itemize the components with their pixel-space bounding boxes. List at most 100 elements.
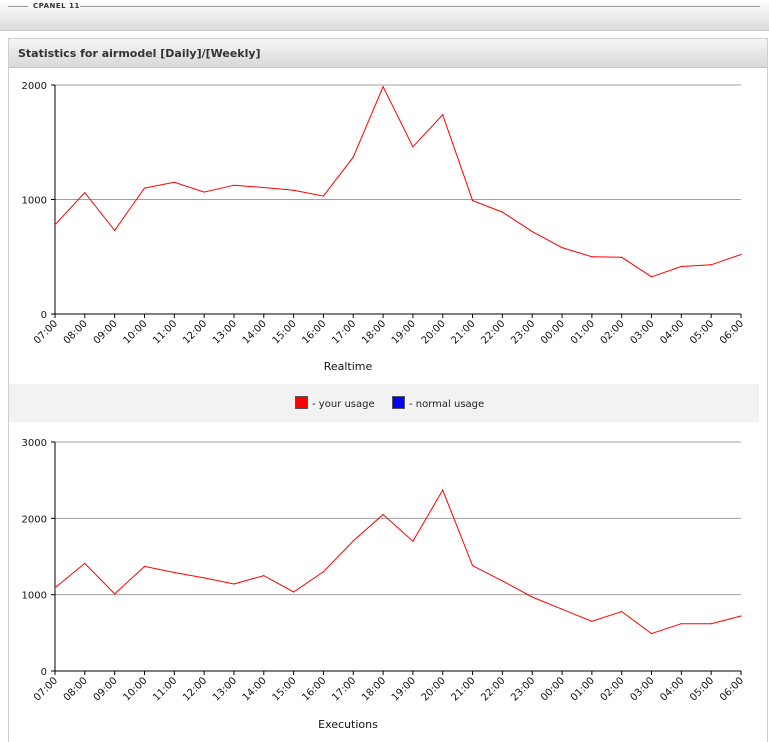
data-point — [561, 608, 563, 610]
x-tick-label: 15:00 — [271, 318, 299, 346]
x-tick-label: 21:00 — [450, 675, 478, 703]
data-point — [382, 86, 384, 88]
x-tick-label: 07:00 — [32, 675, 60, 703]
data-point — [203, 191, 205, 193]
x-tick-label: 04:00 — [658, 318, 686, 346]
brand-rule-left — [8, 6, 28, 7]
x-axis-label: Realtime — [324, 360, 373, 373]
data-point — [531, 596, 533, 598]
data-point — [143, 187, 146, 189]
data-point — [54, 587, 56, 589]
data-point — [143, 565, 146, 568]
data-point — [412, 540, 414, 542]
x-tick-label: 07:00 — [32, 318, 60, 346]
legend-item-normal-usage: - normal usage — [392, 396, 484, 410]
data-point — [501, 580, 503, 582]
y-tick-label: 1000 — [22, 591, 47, 602]
data-point — [233, 184, 235, 186]
x-tick-label: 13:00 — [211, 675, 239, 703]
x-tick-label: 20:00 — [420, 318, 448, 346]
x-tick-label: 11:00 — [151, 318, 179, 346]
data-point — [382, 513, 384, 516]
data-point — [621, 610, 623, 613]
data-point — [710, 264, 712, 266]
y-tick-label: 2000 — [22, 514, 47, 525]
x-tick-label: 21:00 — [450, 318, 478, 346]
x-tick-label: 22:00 — [479, 318, 507, 346]
x-tick-label: 23:00 — [509, 318, 537, 346]
data-point — [680, 265, 682, 268]
data-point — [471, 565, 474, 567]
x-tick-label: 16:00 — [300, 318, 328, 346]
x-tick-label: 16:00 — [300, 675, 328, 703]
x-tick-label: 08:00 — [62, 675, 90, 703]
data-point — [322, 195, 325, 197]
data-point — [114, 593, 116, 595]
x-tick-label: 18:00 — [360, 318, 388, 346]
data-point — [650, 632, 653, 635]
y-tick-label: 1000 — [22, 196, 47, 207]
data-point — [114, 229, 116, 232]
x-tick-label: 13:00 — [211, 318, 239, 346]
series-line — [54, 488, 742, 635]
data-point — [203, 577, 205, 579]
data-point — [54, 224, 56, 226]
y-tick-label: 2000 — [22, 81, 47, 92]
x-axis-label: Executions — [318, 718, 378, 731]
y-tick-label: 0 — [41, 667, 47, 678]
top-bar: CPANEL 11 — [0, 0, 769, 31]
data-point — [233, 583, 235, 585]
data-point — [531, 230, 533, 233]
panel-title: Statistics for airmodel [Daily]/[Weekly] — [18, 47, 261, 60]
x-tick-label: 14:00 — [241, 675, 269, 703]
x-tick-label: 01:00 — [569, 318, 597, 346]
brand-rule-right — [80, 6, 760, 7]
x-tick-label: 12:00 — [181, 318, 209, 346]
x-tick-label: 19:00 — [390, 318, 418, 346]
data-point — [84, 562, 86, 564]
x-tick-label: 00:00 — [539, 675, 567, 703]
data-point — [621, 256, 623, 258]
legend-item-your-usage: - your usage — [295, 396, 375, 410]
x-tick-label: 15:00 — [271, 675, 299, 703]
data-point — [293, 189, 295, 191]
data-point — [740, 615, 742, 617]
data-point — [471, 200, 474, 202]
x-tick-label: 17:00 — [330, 318, 358, 346]
data-point — [293, 591, 295, 593]
x-tick-label: 09:00 — [92, 318, 120, 346]
x-tick-label: 10:00 — [121, 318, 149, 346]
data-point — [173, 571, 175, 574]
x-tick-label: 05:00 — [688, 675, 716, 703]
data-point — [84, 192, 86, 194]
data-point — [740, 253, 742, 256]
data-point — [352, 540, 354, 542]
data-point — [650, 276, 653, 278]
data-point — [591, 620, 593, 622]
legend-swatch-normal-usage — [392, 396, 405, 409]
x-tick-label: 04:00 — [658, 675, 686, 703]
x-tick-label: 00:00 — [539, 318, 567, 346]
data-point — [442, 489, 444, 491]
data-point — [501, 211, 503, 213]
x-tick-label: 08:00 — [62, 318, 90, 346]
x-tick-label: 02:00 — [599, 675, 627, 703]
x-tick-label: 10:00 — [121, 675, 149, 703]
x-tick-label: 19:00 — [390, 675, 418, 703]
executions-chart: 0 1000 2000 3000 07:00 08:00 09:00 10:00 11:00 12… — [22, 438, 747, 731]
x-tick-label: 01:00 — [569, 675, 597, 703]
x-tick-label: 05:00 — [688, 318, 716, 346]
x-tick-label: 14:00 — [241, 318, 269, 346]
x-tick-label: 06:00 — [718, 318, 746, 346]
y-tick-label: 3000 — [22, 438, 47, 449]
x-tick-label: 09:00 — [92, 675, 120, 703]
x-tick-label: 02:00 — [599, 318, 627, 346]
x-tick-label: 12:00 — [181, 675, 209, 703]
data-point — [561, 246, 563, 249]
x-tick-label: 06:00 — [718, 675, 746, 703]
panel-header: Statistics for airmodel [Daily]/[Weekly] — [9, 39, 767, 68]
data-point — [710, 623, 712, 625]
data-point — [173, 181, 175, 183]
data-point — [680, 623, 682, 625]
